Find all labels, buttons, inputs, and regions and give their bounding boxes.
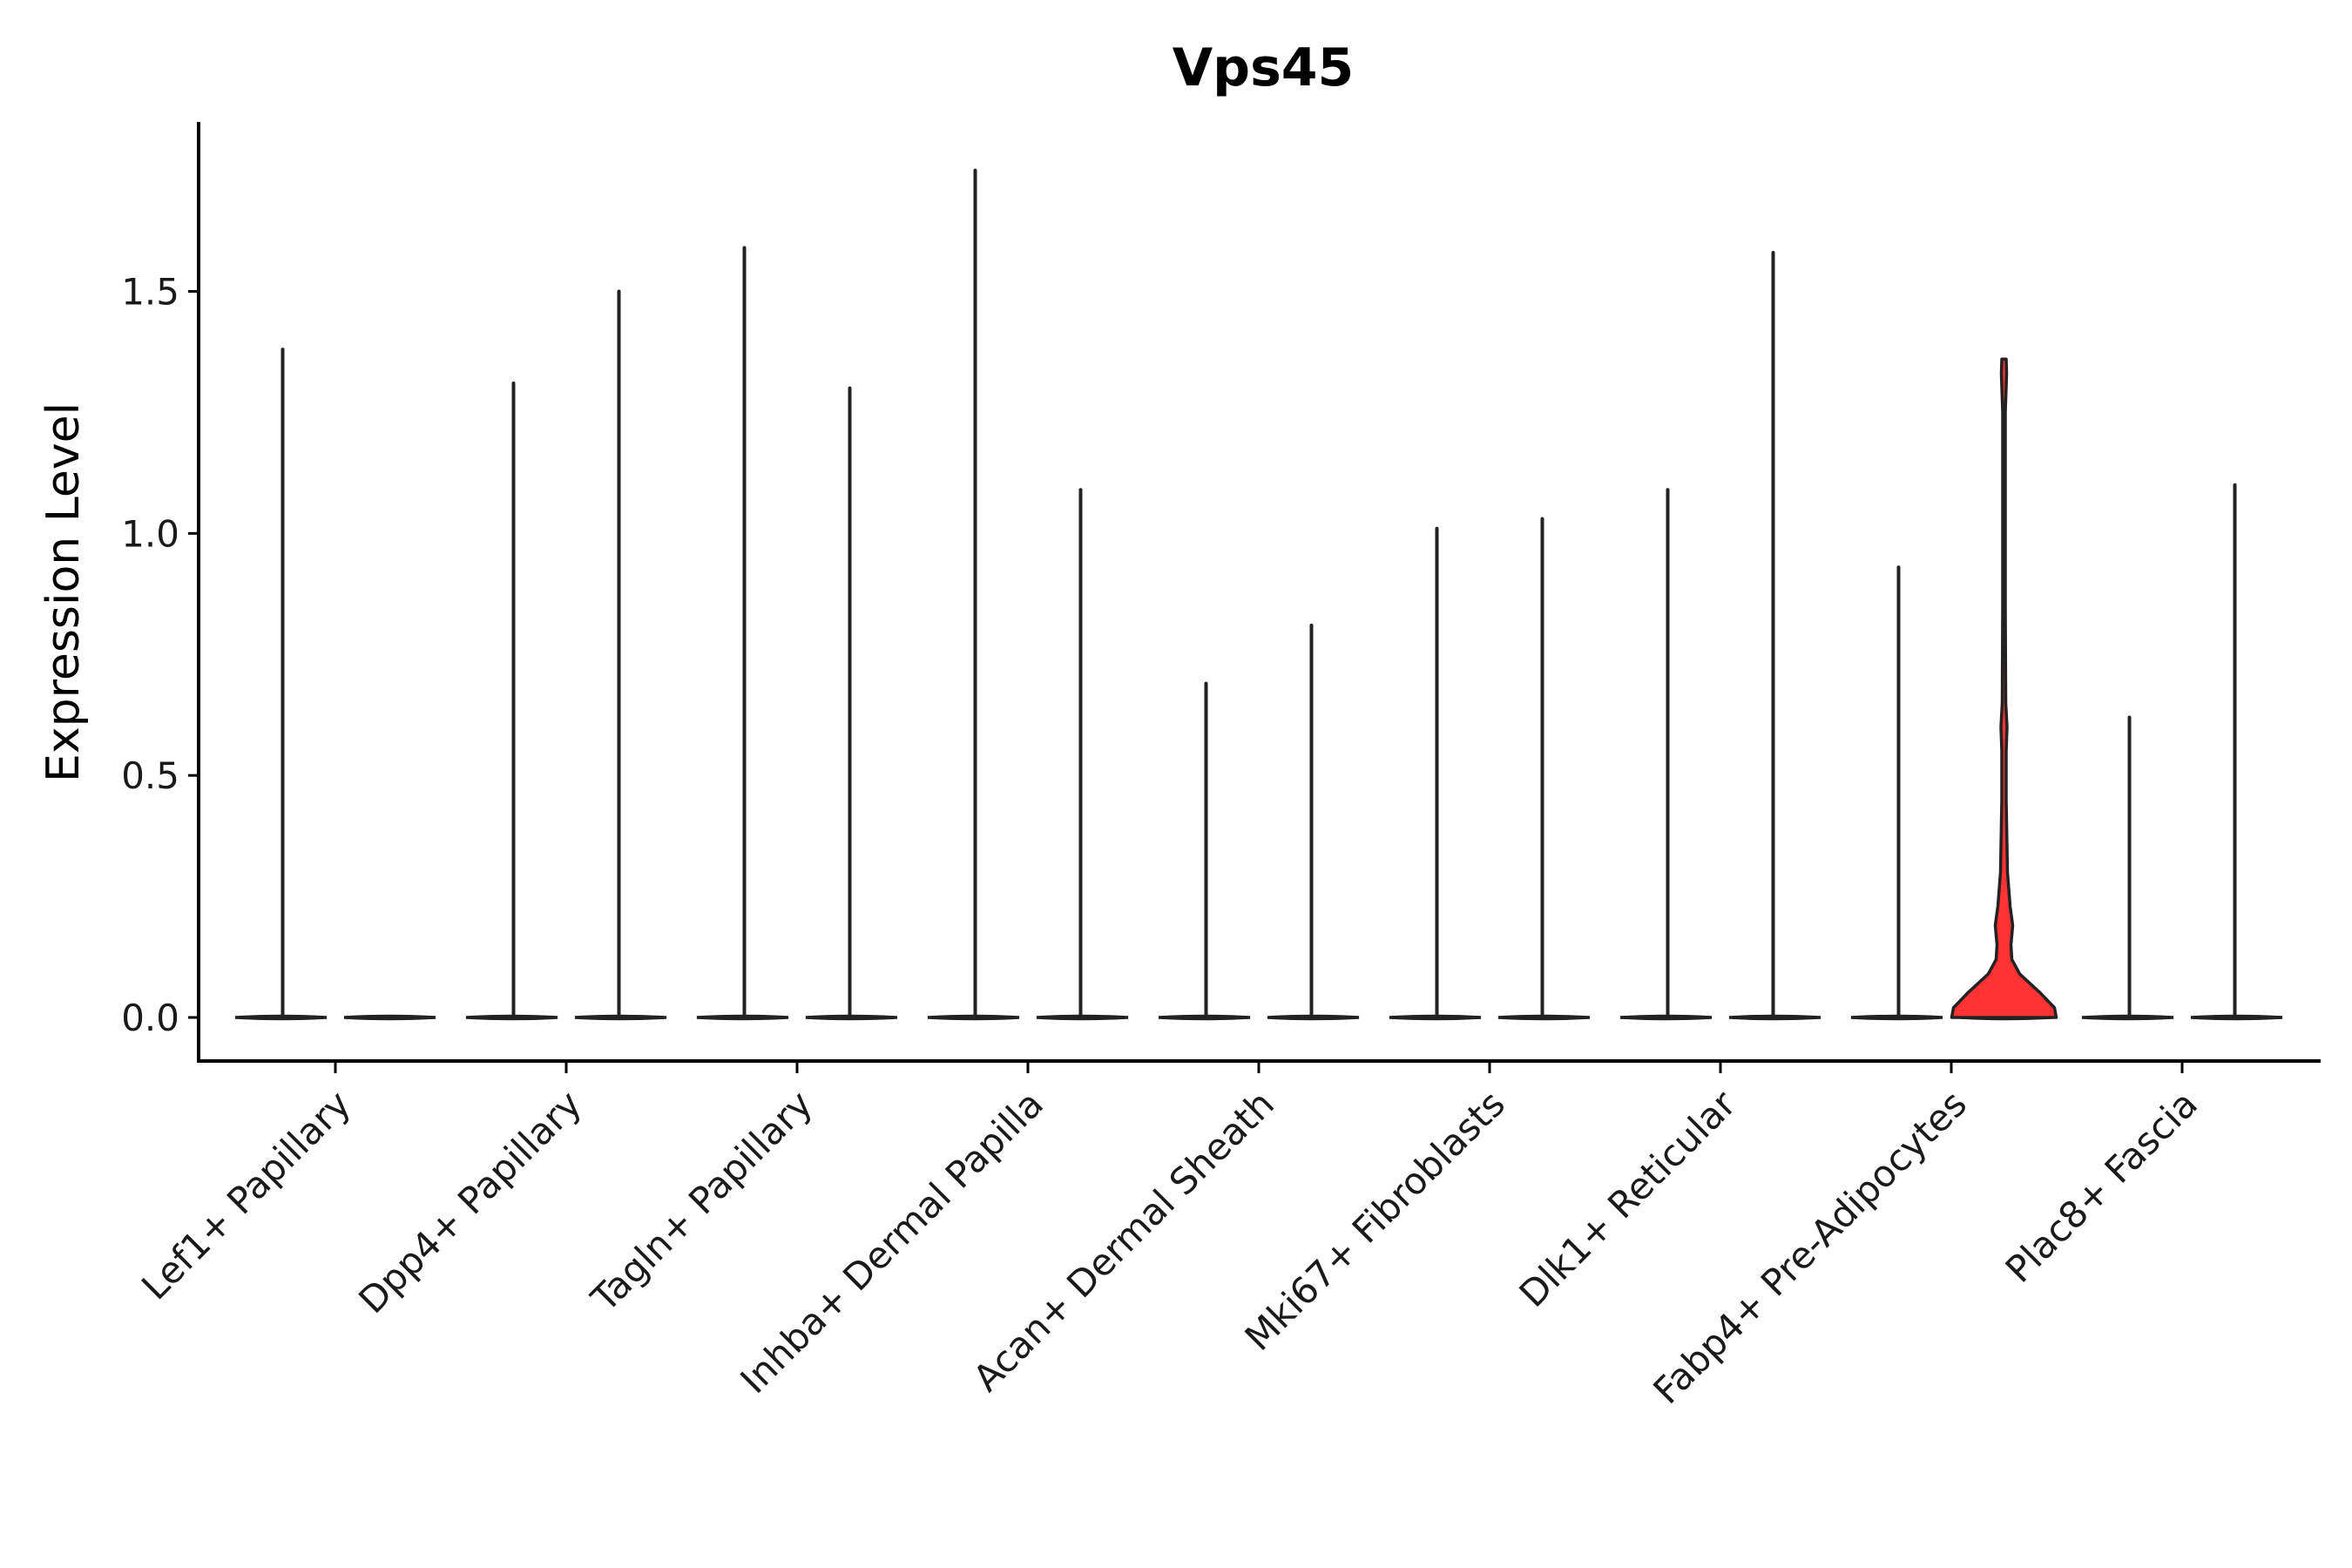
violin xyxy=(234,348,328,1021)
violin xyxy=(1158,681,1251,1021)
violin xyxy=(1389,526,1482,1021)
violin-base xyxy=(1850,1014,1943,1021)
y-tick-label: 0.0 xyxy=(121,997,179,1039)
violin-base xyxy=(2081,1014,2174,1021)
x-category-label: Plac8+ Fascia xyxy=(1997,1082,2206,1290)
violin xyxy=(1619,488,1713,1021)
y-tick-label: 0.5 xyxy=(121,754,179,797)
violin-base xyxy=(1497,1014,1591,1021)
y-axis-label: Expression Level xyxy=(37,402,90,782)
x-category-label: Dlk1+ Reticular xyxy=(1511,1082,1745,1315)
chart-title: Vps45 xyxy=(1173,37,1355,98)
violin xyxy=(1036,488,1129,1021)
violin-base xyxy=(805,1014,898,1021)
violin-base xyxy=(927,1014,1020,1021)
violin-base xyxy=(465,1014,558,1021)
violin-base xyxy=(1036,1014,1129,1021)
violin xyxy=(1950,357,2058,1021)
x-category-label: Mki67+ Fibroblasts xyxy=(1237,1082,1513,1358)
violin-base xyxy=(1158,1014,1251,1021)
violin-base xyxy=(574,1014,667,1021)
y-tick-label: 1.0 xyxy=(121,512,179,555)
x-category-label: Tagln+ Papillary xyxy=(583,1082,821,1320)
violin-base xyxy=(343,1014,436,1021)
y-ticks: 0.0 0.5 1.0 1.5 xyxy=(121,270,199,1039)
violin xyxy=(1728,251,1821,1021)
violin xyxy=(343,1014,436,1021)
y-tick-label: 1.5 xyxy=(121,270,179,313)
violins xyxy=(234,168,2283,1021)
x-category-label: Lef1+ Papillary xyxy=(133,1082,359,1308)
violin xyxy=(465,382,558,1021)
violin xyxy=(1497,517,1591,1021)
x-category-label: Dpp4+ Papillary xyxy=(350,1082,590,1321)
violin xyxy=(1267,623,1360,1021)
violin-base xyxy=(1389,1014,1482,1021)
violin-base xyxy=(1619,1014,1713,1021)
violin xyxy=(574,289,667,1021)
violin xyxy=(696,246,789,1021)
violin xyxy=(1850,565,1943,1021)
violin-body-highlight xyxy=(1950,357,2058,1019)
violin-base xyxy=(234,1014,328,1021)
violin-base xyxy=(1728,1014,1821,1021)
violin xyxy=(927,168,1020,1021)
violin-base xyxy=(1267,1014,1360,1021)
violin xyxy=(2081,715,2174,1021)
violin-base xyxy=(2190,1014,2283,1021)
violin xyxy=(805,386,898,1021)
violin xyxy=(2190,483,2283,1021)
violin-base xyxy=(696,1014,789,1021)
